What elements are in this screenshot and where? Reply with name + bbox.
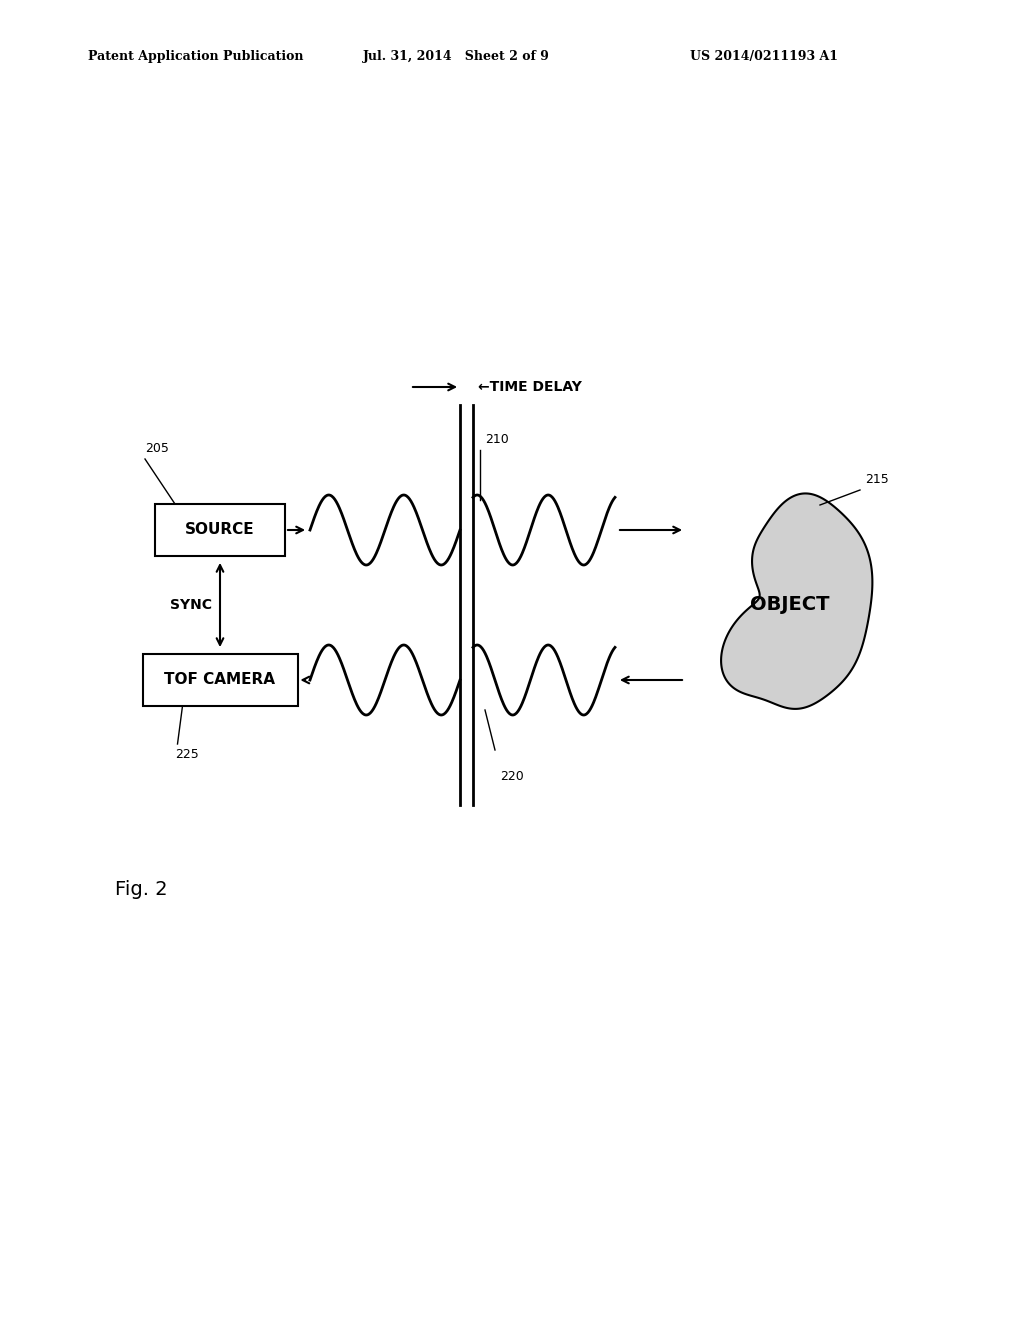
Text: TOF CAMERA: TOF CAMERA xyxy=(165,672,275,688)
Text: OBJECT: OBJECT xyxy=(751,595,829,615)
Text: Fig. 2: Fig. 2 xyxy=(115,880,168,899)
Text: Jul. 31, 2014   Sheet 2 of 9: Jul. 31, 2014 Sheet 2 of 9 xyxy=(362,50,550,63)
Polygon shape xyxy=(721,494,872,709)
Text: 215: 215 xyxy=(865,473,889,486)
FancyBboxPatch shape xyxy=(155,504,285,556)
Text: US 2014/0211193 A1: US 2014/0211193 A1 xyxy=(690,50,838,63)
Text: Patent Application Publication: Patent Application Publication xyxy=(88,50,303,63)
Text: 225: 225 xyxy=(175,748,200,762)
Text: SOURCE: SOURCE xyxy=(185,523,255,537)
Text: 210: 210 xyxy=(485,433,509,446)
FancyBboxPatch shape xyxy=(142,653,298,706)
Text: 220: 220 xyxy=(500,770,523,783)
Text: 205: 205 xyxy=(145,442,169,455)
Text: ←TIME DELAY: ←TIME DELAY xyxy=(478,380,582,393)
Text: SYNC: SYNC xyxy=(170,598,212,612)
